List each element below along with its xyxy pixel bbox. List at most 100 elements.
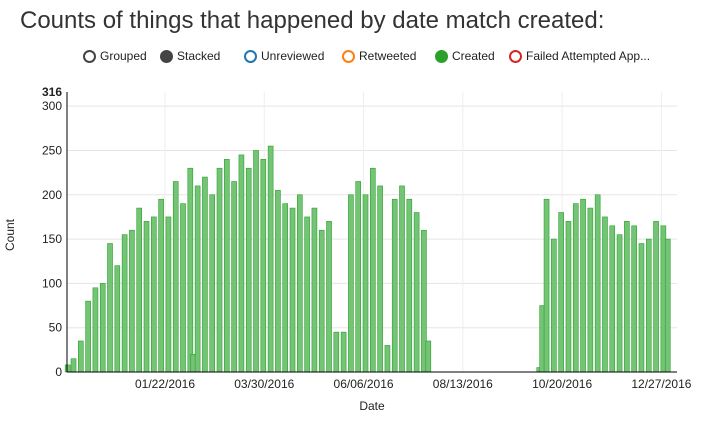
y-tick-label: 200: [42, 188, 62, 202]
legend-label: Stacked: [177, 49, 221, 63]
chart-legend: Grouped Stacked Unreviewed Retweeted Created…: [0, 49, 723, 69]
bar: [107, 243, 113, 373]
legend-item-failed-attempted-app[interactable]: Failed Attempted App...: [509, 49, 650, 63]
bar: [275, 190, 281, 373]
bar: [333, 331, 340, 373]
bar: [391, 198, 398, 373]
bar: [194, 185, 201, 373]
bar: [216, 167, 223, 373]
legend-swatch-icon: [342, 49, 355, 63]
legend-label: Created: [452, 49, 495, 63]
bar: [151, 216, 157, 373]
bar: [558, 212, 564, 373]
bar: [99, 283, 106, 373]
bar: [318, 229, 325, 373]
bar: [158, 198, 164, 373]
legend-swatch-icon: [509, 49, 522, 63]
bar: [136, 207, 143, 373]
bar: [348, 194, 354, 373]
legend-item-created[interactable]: Created: [435, 49, 495, 63]
bar: [587, 207, 594, 373]
bar: [202, 176, 208, 373]
bar: [304, 216, 310, 373]
bar: [180, 203, 186, 373]
bar: [399, 185, 405, 373]
bar: [580, 198, 586, 373]
legend-swatch-icon: [435, 49, 448, 63]
legend-label: Unreviewed: [261, 49, 325, 63]
bar: [209, 194, 216, 373]
x-axis-title: Date: [359, 399, 385, 413]
bar: [377, 185, 383, 373]
bar: [64, 364, 71, 373]
bar: [267, 145, 274, 373]
y-tick-label: 300: [42, 99, 62, 113]
y-max-label: 316: [42, 85, 62, 99]
legend-item-unreviewed[interactable]: Unreviewed: [244, 49, 324, 63]
legend-swatch-icon: [160, 49, 173, 63]
bar: [282, 203, 289, 373]
y-tick-label: 0: [55, 365, 62, 379]
y-tick-label: 250: [42, 143, 62, 157]
bar: [245, 167, 252, 373]
bar: [645, 238, 652, 373]
bar: [224, 159, 230, 373]
y-tick-label: 50: [49, 321, 63, 335]
bar: [594, 194, 601, 373]
bar: [311, 207, 318, 373]
bar: [129, 229, 135, 373]
legend-swatch-icon: [83, 49, 96, 63]
bar: [340, 331, 347, 373]
legend-item-grouped[interactable]: Grouped: [83, 49, 147, 63]
bar: [609, 225, 616, 373]
bar: [326, 221, 332, 373]
bar: [297, 194, 303, 373]
bar: [143, 221, 150, 373]
bar: [631, 225, 637, 373]
bar: [565, 221, 572, 373]
bar: [121, 234, 128, 373]
bar: [616, 234, 623, 373]
x-tick-label: 12/27/2016: [631, 377, 691, 391]
legend-label: Failed Attempted App...: [526, 49, 651, 63]
bar: [624, 221, 630, 373]
legend-item-stacked[interactable]: Stacked: [160, 49, 220, 63]
bar: [172, 181, 179, 373]
bar: [238, 154, 245, 373]
bar: [406, 198, 413, 373]
x-tick-label: 10/20/2016: [532, 377, 592, 391]
x-tick-label: 06/06/2016: [334, 377, 394, 391]
bar: [384, 345, 391, 373]
x-tick-label: 08/13/2016: [433, 377, 493, 391]
bar: [253, 150, 259, 373]
bar: [92, 287, 99, 373]
bar: [413, 212, 420, 373]
bar: [362, 194, 369, 373]
bar: [260, 159, 267, 373]
bar: [551, 238, 557, 373]
bar: [78, 340, 84, 373]
bar: [114, 265, 121, 373]
bar: [355, 181, 362, 373]
x-tick-label: 01/22/2016: [135, 377, 195, 391]
bar: [231, 181, 237, 373]
bar: [543, 198, 550, 373]
bar: [653, 221, 659, 373]
legend-swatch-icon: [244, 49, 257, 63]
bar: [165, 216, 172, 373]
y-axis-title: Count: [3, 218, 17, 251]
y-tick-label: 150: [42, 232, 62, 246]
bar: [572, 203, 579, 373]
legend-label: Grouped: [100, 49, 147, 63]
x-tick-label: 03/30/2016: [234, 377, 294, 391]
bar: [85, 300, 91, 373]
legend-label: Retweeted: [359, 49, 417, 63]
y-tick-label: 100: [42, 276, 62, 290]
chart-title: Counts of things that happened by date m…: [20, 7, 605, 34]
legend-item-retweeted[interactable]: Retweeted: [342, 49, 416, 63]
bar: [70, 358, 77, 373]
bar: [289, 207, 296, 373]
bar: [664, 238, 671, 373]
